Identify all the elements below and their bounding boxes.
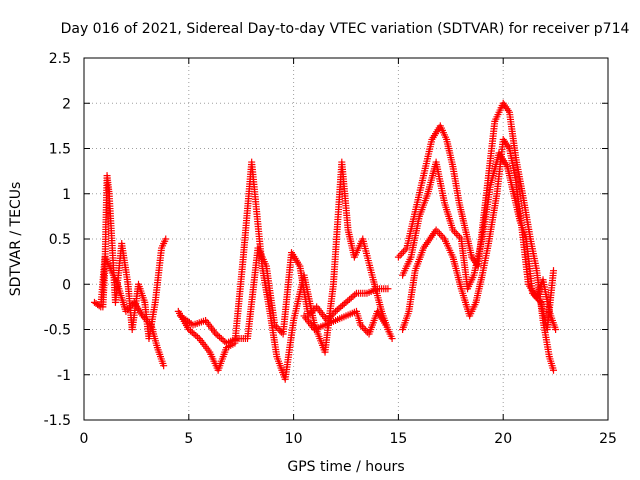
data-point bbox=[399, 248, 407, 256]
series-track-d bbox=[176, 244, 392, 347]
series-track-a bbox=[99, 172, 170, 343]
y-tick-label: 0.5 bbox=[49, 232, 71, 248]
data-point bbox=[276, 326, 284, 334]
series-track-b bbox=[90, 253, 168, 370]
data-point bbox=[550, 267, 558, 275]
y-tick-labels: -1.5 -1 -0.5 0 0.5 1 1.5 2 2.5 bbox=[44, 51, 71, 429]
data-point bbox=[398, 249, 406, 257]
data-point bbox=[550, 366, 558, 374]
x-tick-label: 0 bbox=[80, 431, 89, 447]
y-tick-label: 1.5 bbox=[49, 142, 71, 158]
data-point bbox=[435, 230, 443, 238]
x-tick-label: 25 bbox=[599, 431, 617, 447]
y-tick-label: 0 bbox=[62, 277, 71, 293]
data-point bbox=[382, 321, 390, 329]
data-point bbox=[362, 326, 370, 334]
y-tick-label: 2.5 bbox=[49, 51, 71, 67]
x-tick-label: 15 bbox=[389, 431, 407, 447]
y-tick-label: 2 bbox=[62, 96, 71, 112]
data-point bbox=[552, 326, 560, 333]
axis-ticks bbox=[83, 57, 609, 421]
x-tick-labels: 0 5 10 15 20 25 bbox=[80, 431, 617, 447]
data-point bbox=[388, 335, 396, 343]
x-tick-label: 20 bbox=[494, 431, 512, 447]
data-point bbox=[308, 308, 316, 316]
y-tick-label: 1 bbox=[62, 187, 71, 203]
data-point bbox=[396, 251, 404, 259]
y-tick-label: -0.5 bbox=[44, 323, 71, 339]
x-tick-label: 5 bbox=[184, 431, 193, 447]
y-axis-label: SDTVAR / TECUs bbox=[8, 182, 24, 297]
data-point bbox=[454, 231, 462, 239]
data-point bbox=[160, 362, 168, 370]
series-track-g bbox=[394, 99, 558, 374]
data-point bbox=[162, 235, 170, 243]
data-point bbox=[452, 230, 460, 238]
data-point bbox=[360, 325, 368, 333]
data-point bbox=[394, 253, 402, 261]
y-tick-label: -1 bbox=[57, 368, 71, 384]
data-point bbox=[384, 285, 392, 293]
data-point bbox=[437, 231, 445, 239]
x-axis-label: GPS time / hours bbox=[287, 459, 404, 475]
series-track-c bbox=[174, 158, 396, 383]
series-track-h bbox=[399, 149, 558, 333]
series-track-e bbox=[300, 307, 390, 338]
chart-title: Day 016 of 2021, Sidereal Day-to-day VTE… bbox=[61, 21, 630, 37]
data-points bbox=[90, 99, 560, 383]
y-tick-label: -1.5 bbox=[44, 413, 71, 429]
x-tick-label: 10 bbox=[285, 431, 303, 447]
